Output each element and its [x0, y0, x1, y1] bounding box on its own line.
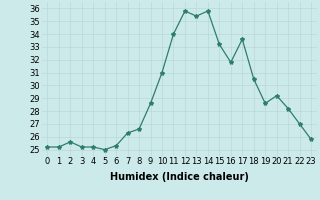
X-axis label: Humidex (Indice chaleur): Humidex (Indice chaleur) [110, 172, 249, 182]
